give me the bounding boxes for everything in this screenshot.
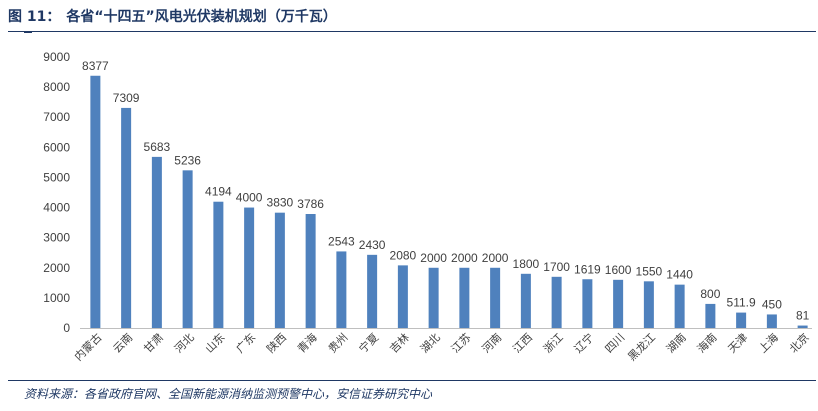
figure-title: 图 11： 各省“十四五”风电光伏装机规划（万千瓦） [8,6,337,26]
data-label: 1700 [543,260,570,274]
data-label: 3830 [267,196,294,210]
data-label: 2080 [390,248,417,262]
bar [766,314,777,328]
bar [367,254,378,328]
bar [244,207,255,328]
bottom-rule [8,380,816,381]
x-tick-label: 内蒙古 [71,330,104,363]
y-tick-label: 0 [63,321,70,335]
y-tick-label: 8000 [43,80,70,94]
bar [459,267,470,328]
x-tick-label: 天津 [725,331,750,356]
bar [674,284,685,328]
data-label: 4194 [205,185,232,199]
bar [274,212,285,328]
x-tick-label: 青海 [294,330,319,355]
data-label: 450 [762,297,782,311]
x-tick-label: 甘肃 [141,331,166,356]
bar [213,201,224,328]
x-tick-label: 广东 [233,331,258,356]
top-rule-accent [24,31,32,33]
data-label: 5236 [174,153,201,167]
bar [520,273,531,328]
bar [151,156,162,328]
bar [797,325,808,328]
data-label: 2000 [451,251,478,265]
data-label: 2000 [420,251,447,265]
data-label: 81 [796,309,810,323]
data-label: 1600 [605,263,632,277]
y-tick-label: 7000 [43,110,70,124]
bar-chart: 0 1000 2000 3000 4000 5000 6000 7000 8000 9000 837… [43,50,812,364]
data-label: 3786 [297,197,324,211]
bar [182,170,193,328]
x-tick-label: 黑龙江 [625,331,658,364]
data-label: 1619 [574,262,601,276]
y-tick-label: 2000 [43,261,70,275]
x-tick-label: 湖南 [664,331,689,356]
y-tick-label: 5000 [43,170,70,184]
x-tick-label: 陕西 [264,330,289,355]
x-tick-label: 北京 [786,330,811,355]
data-label: 800 [700,287,720,301]
x-tick-label: 贵州 [326,331,351,356]
x-tick-label: 海南 [694,330,719,355]
bar [582,279,593,328]
x-tick-label: 江苏 [449,331,474,356]
data-label: 8377 [82,59,109,73]
bar [90,75,101,329]
x-tick-label: 吉林 [387,330,412,355]
bar [397,265,408,328]
source-note: 资料来源：各省政府官网、全国新能源消纳监测预警中心，安信证券研究中心 [24,387,433,401]
bar [428,267,439,328]
bar [705,303,716,328]
figure-title-text: 各省“十四五”风电光伏装机规划（万千瓦） [66,9,337,25]
bar [613,279,624,328]
y-tick-label: 6000 [43,140,70,154]
x-tick-label: 江西 [510,331,535,356]
bar [121,107,132,328]
x-tick-label: 宁夏 [356,330,381,355]
x-tick-label: 河南 [479,331,504,356]
data-label: 4000 [236,191,263,205]
bar [736,312,747,328]
y-tick-label: 3000 [43,231,70,245]
x-tick-label: 浙江 [541,331,566,356]
x-tick-label: 辽宁 [571,330,596,355]
x-tick-label: 上海 [756,330,781,355]
data-label: 1800 [513,257,540,271]
data-label: 5683 [144,140,171,154]
y-tick-label: 9000 [43,50,70,64]
top-rule [8,31,816,32]
x-tick-label: 河北 [172,331,197,356]
bar [305,213,316,328]
x-tick-label: 云南 [110,331,135,356]
data-label: 1440 [666,268,693,282]
x-tick-label: 四川 [603,332,627,356]
bar [551,276,562,328]
y-tick-label: 1000 [43,291,70,305]
bar [490,267,501,328]
bar [336,251,347,328]
bar [643,281,654,328]
data-label: 1550 [636,264,663,278]
figure-label: 图 11： [8,9,61,25]
data-label: 2430 [359,238,386,252]
data-label: 511.9 [727,296,756,310]
y-tick-label: 4000 [43,201,70,215]
data-label: 2543 [328,234,355,248]
data-label: 2000 [482,251,509,265]
x-tick-label: 山东 [203,331,228,356]
x-tick-label: 湖北 [418,331,443,356]
data-label: 7309 [113,91,140,105]
